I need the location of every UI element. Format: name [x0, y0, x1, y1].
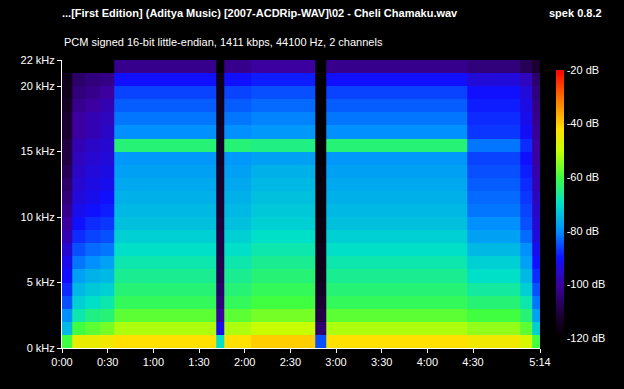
svg-text:15 kHz: 15 kHz — [21, 145, 55, 157]
svg-text:1:00: 1:00 — [143, 356, 164, 368]
svg-text:4:00: 4:00 — [417, 356, 438, 368]
svg-text:...[First Edition] (Aditya Mus: ...[First Edition] (Aditya Music) [2007-… — [62, 7, 458, 19]
svg-text:5 kHz: 5 kHz — [27, 276, 55, 288]
svg-text:PCM signed 16-bit little-endia: PCM signed 16-bit little-endian, 1411 kb… — [64, 36, 383, 48]
svg-text:22 kHz: 22 kHz — [21, 54, 55, 66]
svg-text:2:30: 2:30 — [280, 356, 301, 368]
svg-text:-20 dB: -20 dB — [567, 64, 599, 76]
svg-text:-120 dB: -120 dB — [567, 332, 606, 344]
svg-text:-40 dB: -40 dB — [567, 117, 599, 129]
svg-text:1:30: 1:30 — [188, 356, 209, 368]
svg-text:3:00: 3:00 — [325, 356, 346, 368]
svg-text:0:00: 0:00 — [51, 356, 72, 368]
svg-text:0 kHz: 0 kHz — [27, 342, 55, 354]
svg-text:3:30: 3:30 — [371, 356, 392, 368]
svg-text:4:30: 4:30 — [462, 356, 483, 368]
svg-text:5:14: 5:14 — [529, 356, 550, 368]
svg-text:-60 dB: -60 dB — [567, 171, 599, 183]
svg-text:-80 dB: -80 dB — [567, 225, 599, 237]
svg-text:0:30: 0:30 — [97, 356, 118, 368]
svg-text:spek 0.8.2: spek 0.8.2 — [549, 7, 602, 19]
svg-text:10 kHz: 10 kHz — [21, 211, 55, 223]
svg-text:2:00: 2:00 — [234, 356, 255, 368]
svg-text:20 kHz: 20 kHz — [21, 80, 55, 92]
svg-text:-100 dB: -100 dB — [567, 278, 606, 290]
